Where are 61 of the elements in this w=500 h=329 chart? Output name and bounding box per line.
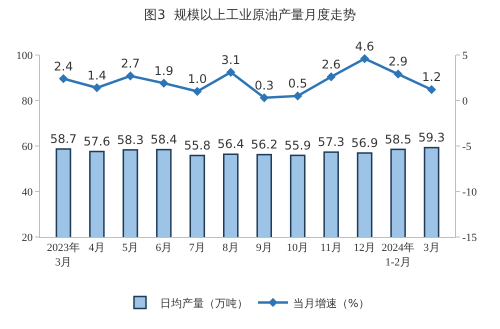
data-label: 0.5 bbox=[288, 76, 308, 91]
data-label: 55.8 bbox=[184, 138, 211, 153]
data-label: 1.9 bbox=[154, 64, 174, 78]
point bbox=[92, 83, 102, 92]
data-label: 2.4 bbox=[54, 59, 73, 74]
data-label: 2.7 bbox=[120, 56, 140, 71]
data-label: 58.3 bbox=[117, 132, 144, 147]
point bbox=[293, 91, 302, 100]
x-tick-label: 5月 bbox=[122, 242, 139, 254]
y2-tick-label: -5 bbox=[462, 140, 472, 153]
data-label: 1.4 bbox=[87, 68, 106, 82]
data-label: 56.4 bbox=[217, 137, 244, 152]
data-label: 57.6 bbox=[84, 134, 110, 148]
x-tick-label: 10月 bbox=[286, 242, 309, 254]
point bbox=[260, 93, 269, 102]
data-label: 59.3 bbox=[418, 130, 445, 145]
data-label: 1.0 bbox=[188, 72, 207, 86]
x-tick-label: 8月 bbox=[222, 242, 240, 254]
x-tick-label: 3月 bbox=[423, 242, 440, 254]
y2-tick-label: 5 bbox=[462, 50, 468, 62]
data-label: 58.7 bbox=[50, 132, 77, 146]
x-tick-label: 2023年 3月 bbox=[46, 242, 80, 268]
x-tick-label: 2024年 1-2月 bbox=[382, 242, 415, 268]
data-label: 56.2 bbox=[250, 138, 278, 152]
y-tick-label: 40 bbox=[22, 186, 34, 198]
data-label: 55.9 bbox=[284, 138, 312, 152]
y2-tick-label: -10 bbox=[462, 186, 478, 198]
data-label: 4.6 bbox=[355, 39, 374, 54]
point bbox=[159, 78, 168, 88]
chart-title: 图3 规模以上工业原油产量月度走势 bbox=[144, 6, 356, 23]
x-tick-label: 4月 bbox=[88, 242, 106, 254]
y-tick-label: 100 bbox=[16, 50, 34, 62]
data-label: 3.1 bbox=[221, 52, 240, 67]
data-label: 57.3 bbox=[318, 135, 345, 150]
y-tick-label: 60 bbox=[22, 140, 34, 153]
y2-tick-label: -15 bbox=[462, 232, 478, 244]
x-tick-label: 9月 bbox=[256, 242, 272, 254]
point bbox=[226, 68, 236, 77]
point bbox=[126, 71, 135, 80]
legend-label: 当月增速（%） bbox=[293, 296, 370, 310]
data-label: 2.6 bbox=[322, 57, 341, 72]
point bbox=[394, 70, 403, 79]
point bbox=[360, 54, 370, 64]
point bbox=[58, 74, 68, 84]
point bbox=[192, 86, 202, 96]
data-label: 58.5 bbox=[384, 132, 412, 146]
data-label: 56.9 bbox=[351, 136, 378, 150]
point bbox=[427, 85, 436, 94]
legend-label: 日均产量（万吨） bbox=[160, 296, 248, 310]
x-tick-label: 11月 bbox=[320, 242, 342, 254]
data-label: 0.3 bbox=[254, 78, 274, 92]
data-label: 2.9 bbox=[388, 54, 408, 69]
data-label: 58.4 bbox=[150, 132, 178, 147]
x-tick-label: 12月 bbox=[354, 242, 376, 254]
data-label: 1.2 bbox=[422, 70, 442, 84]
y2-tick-label: 0 bbox=[462, 95, 468, 108]
y-tick-label: 80 bbox=[22, 95, 34, 108]
y-tick-label: 20 bbox=[22, 232, 34, 244]
x-tick-label: 7月 bbox=[189, 242, 206, 254]
point bbox=[326, 72, 336, 82]
x-tick-label: 6月 bbox=[156, 242, 172, 254]
